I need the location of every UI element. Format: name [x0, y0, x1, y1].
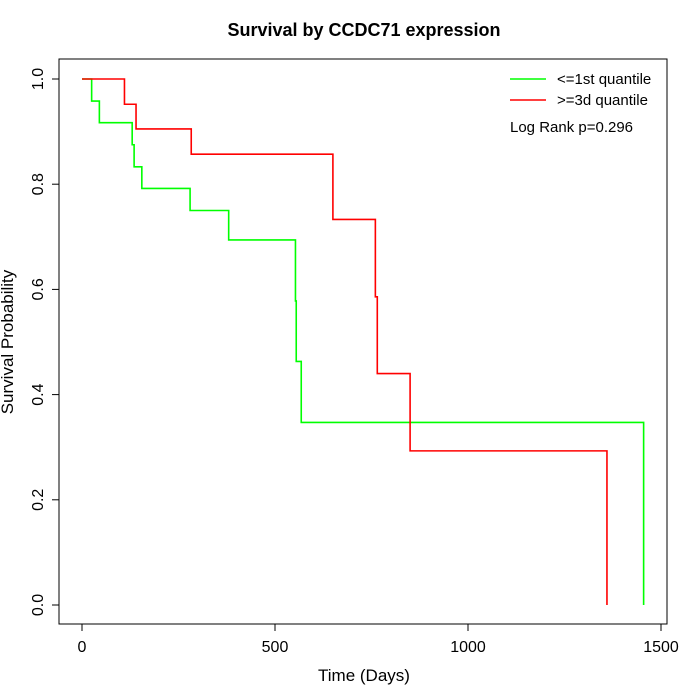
y-axis-label: Survival Probability — [0, 269, 17, 414]
x-tick-label: 0 — [78, 639, 87, 656]
y-tick-label: 0.2 — [30, 489, 47, 511]
series-line-low — [82, 78, 645, 605]
y-axis: 0.0 0.2 0.4 0.6 0.8 1.0 — [30, 68, 60, 616]
chart-title: Survival by CCDC71 expression — [227, 20, 500, 40]
y-tick-label: 0.0 — [30, 594, 47, 616]
legend-label-high: >=3d quantile — [557, 92, 648, 109]
x-tick-label: 1500 — [643, 639, 679, 656]
y-tick-label: 0.8 — [30, 173, 47, 195]
plot-frame — [58, 58, 668, 625]
x-tick-label: 1000 — [450, 639, 486, 656]
legend: <=1st quantile >=3d quantile — [510, 71, 651, 109]
log-rank-annotation: Log Rank p=0.296 — [510, 119, 633, 136]
y-tick-label: 0.4 — [30, 383, 47, 405]
x-tick-label: 500 — [262, 639, 289, 656]
series-line-high — [82, 78, 608, 605]
x-axis-label: Time (Days) — [318, 666, 410, 685]
legend-label-low: <=1st quantile — [557, 71, 651, 88]
y-tick-label: 1.0 — [30, 68, 47, 90]
x-axis: 0 500 1000 1500 — [78, 623, 679, 656]
series-layer — [82, 78, 645, 605]
y-tick-label: 0.6 — [30, 278, 47, 300]
